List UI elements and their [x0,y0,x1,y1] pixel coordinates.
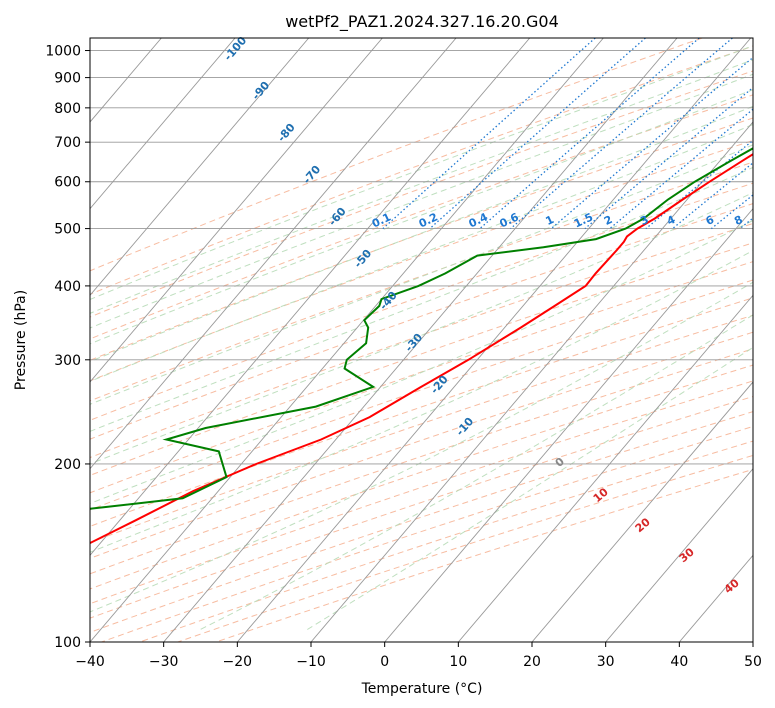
dry-adiabat [90,279,753,511]
mixing-ratio-line [672,161,753,230]
isotherm-label: -10 [453,415,476,439]
isotherm-line [0,38,14,642]
isotherm-line [90,38,531,557]
moist-adiabat-label: 10 [591,485,611,505]
dry-adiabat [90,203,753,440]
y-axis-title: Pressure (hPa) [13,290,29,390]
mixing-ratio-label: 1.5 [572,210,595,230]
dry-adiabat [90,182,753,421]
moist-adiabat-label: 30 [677,545,697,565]
mixing-ratio-label: 4 [665,213,678,228]
moist-adiabat [90,192,753,465]
x-tick-label: −40 [75,654,105,670]
x-tick-label: −30 [149,654,179,670]
y-tick-label: 1000 [45,44,81,60]
moist-adiabat-label: 40 [722,576,742,596]
isotherm-label: -90 [249,79,272,103]
isotherm-label: -50 [351,247,374,271]
y-tick-label: 900 [54,71,81,87]
mixing-ratio-line [645,139,753,230]
isotherm-line [678,554,753,642]
isotherm-line [457,294,753,642]
grid-layer [0,38,775,642]
moist-adiabat [90,281,753,613]
isotherm-line [90,38,310,297]
dry-adiabat [90,38,703,272]
mixing-ratio-label: 2 [602,213,614,228]
mixing-ratio-label: 0.1 [370,210,393,230]
y-tick-label: 800 [54,101,81,117]
moist-adiabat [200,314,753,630]
mixing-ratio-label: 0.4 [467,210,490,230]
dry-adiabat [90,395,753,619]
dry-adiabat [90,314,753,544]
x-tick-label: 40 [670,654,688,670]
mixing-ratio-line [479,38,700,230]
moist-adiabat-label: 20 [633,515,653,535]
isotherm-label: -70 [300,163,323,187]
axis-layer: −40 −30 −20 −10 0 10 20 30 40 50 100 200 300 400 500 60… [45,44,762,670]
moist-adiabat [307,346,753,630]
dry-adiabat [90,261,753,494]
y-tick-label: 100 [54,635,81,651]
isotherm-line [236,38,752,642]
dry-adiabat [90,331,753,559]
x-axis-title: Temperature (°C) [361,681,483,697]
dry-adiabat [90,117,753,361]
moist-adiabat [90,166,753,432]
x-tick-label: 30 [597,654,615,670]
moist-adiabat [90,249,753,553]
x-tick-label: −20 [223,654,253,670]
y-tick-label: 500 [54,222,81,238]
mixing-ratio-line [739,217,753,230]
y-tick-label: 200 [54,457,81,473]
mixing-ratio-line [609,108,753,230]
isotherm-line [605,467,753,642]
plot-frame [89,37,754,643]
dry-adiabat [90,364,753,590]
y-tick-label: 600 [54,175,81,191]
isotherm-label: -60 [326,205,349,229]
x-tick-label: 0 [380,654,389,670]
x-tick-label: 50 [744,654,762,670]
mixing-ratio-line [382,38,596,230]
isotherm-label: -20 [428,373,451,397]
x-tick-label: 10 [449,654,467,670]
mixing-ratio-label: 0.6 [498,210,521,230]
x-tick-label: −10 [296,654,326,670]
moist-adiabat [90,73,753,329]
mixing-ratio-line [550,56,753,230]
moist-adiabat [90,123,753,382]
mixing-ratio-line [510,38,733,230]
moist-adiabat [90,45,753,301]
chart-title: wetPf2_PAZ1.2024.327.16.20.G04 [285,12,559,32]
y-tick-label: 400 [54,279,81,295]
isotherm-line [752,641,753,642]
moist-adiabat [90,89,753,345]
series-layer [90,147,753,545]
y-tick-label: 300 [54,353,81,369]
dry-adiabat [90,222,753,459]
isotherm-line [90,38,383,383]
isotherm-line [310,121,753,642]
moist-adiabat [90,144,753,405]
dewpoint-profile [90,147,753,510]
isotherm-line [90,38,457,470]
dry-adiabat [90,161,753,402]
isotherm-line [90,38,236,210]
isotherm-line [90,38,604,642]
moist-adiabat [90,105,753,363]
mixing-ratio-line [763,38,775,229]
isotherm-line [163,38,678,642]
isotherm-line [531,381,753,642]
temperature-profile [90,152,753,545]
mixing-ratio-label: 0.2 [417,210,440,230]
y-tick-label: 700 [54,135,81,151]
moist-adiabat [90,59,753,314]
x-tick-label: 20 [523,654,541,670]
dry-adiabat [90,139,753,382]
isotherm-line [384,207,753,642]
isotherm-label: -30 [402,331,425,355]
